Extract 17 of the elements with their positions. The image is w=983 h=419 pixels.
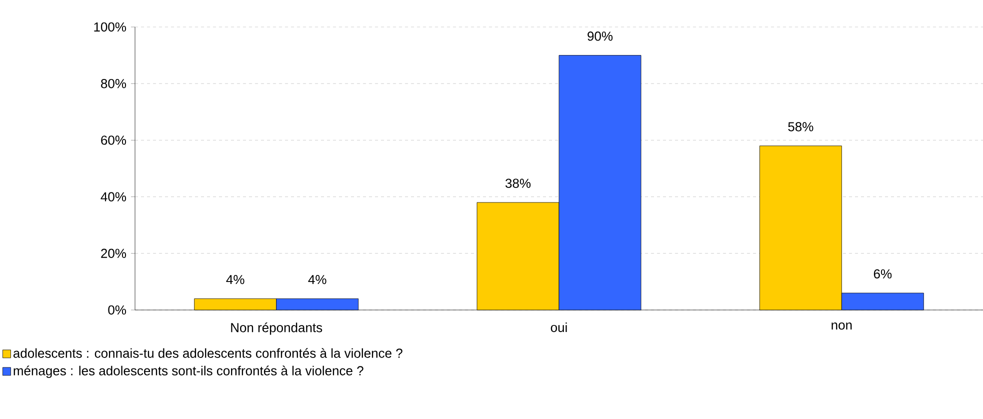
- y-tick-label: 80%: [101, 78, 126, 88]
- data-label: 4%: [226, 275, 244, 284]
- data-label: 58%: [788, 122, 814, 132]
- y-tick-label: 40%: [100, 192, 126, 202]
- legend-label: adolescents : connais-tu des adolescents confrontés à la violence ?: [13, 348, 402, 358]
- y-tick-label: 100%: [94, 22, 126, 32]
- x-tick-label: oui: [550, 322, 567, 332]
- data-label: 6%: [874, 269, 892, 278]
- legend-label: ménages : les adolescents sont-ils confrontés à la violence ?: [14, 366, 364, 378]
- y-tick-label: 60%: [101, 136, 126, 145]
- data-label: 90%: [588, 32, 613, 41]
- data-label: 4%: [308, 275, 326, 284]
- x-tick-label: non: [832, 322, 852, 330]
- data-label: 38%: [505, 178, 531, 188]
- y-tick-label: 0%: [108, 305, 126, 315]
- y-tick-label: 20%: [101, 248, 126, 258]
- x-tick-label: Non répondants: [231, 322, 322, 335]
